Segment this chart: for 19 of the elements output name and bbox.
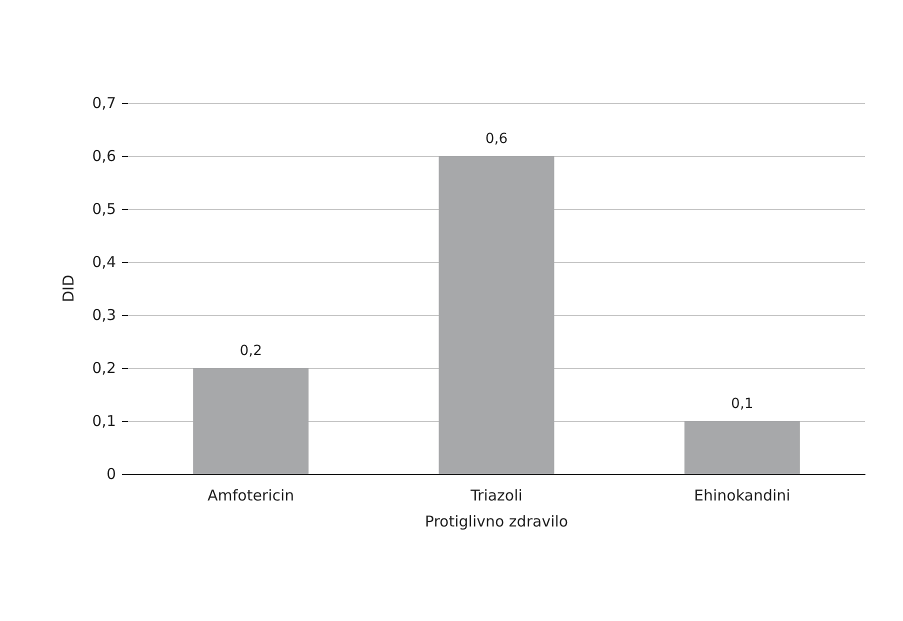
data-label: 0,2 — [240, 343, 262, 359]
y-tick-label: 0 — [106, 465, 116, 483]
x-tick-label: Ehinokandini — [694, 486, 790, 504]
y-tick-label: 0,4 — [92, 253, 116, 271]
bar — [193, 368, 309, 474]
data-label: 0,6 — [485, 131, 508, 147]
y-tick-label: 0,5 — [92, 200, 116, 218]
y-axis-title: DID — [60, 274, 78, 302]
bar — [438, 156, 554, 474]
x-tick-label: Amfotericin — [207, 486, 294, 504]
data-label: 0,1 — [731, 396, 754, 412]
x-tick-label: Triazoli — [470, 486, 522, 504]
y-tick-label: 0,2 — [92, 359, 116, 377]
bar — [684, 421, 800, 474]
y-tick-label: 0,3 — [92, 306, 116, 324]
y-tick-label: 0,7 — [92, 94, 116, 112]
y-tick-label: 0,1 — [92, 412, 116, 430]
x-axis-title: Protiglivno zdravilo — [424, 512, 568, 530]
y-tick-label: 0,6 — [92, 147, 116, 165]
